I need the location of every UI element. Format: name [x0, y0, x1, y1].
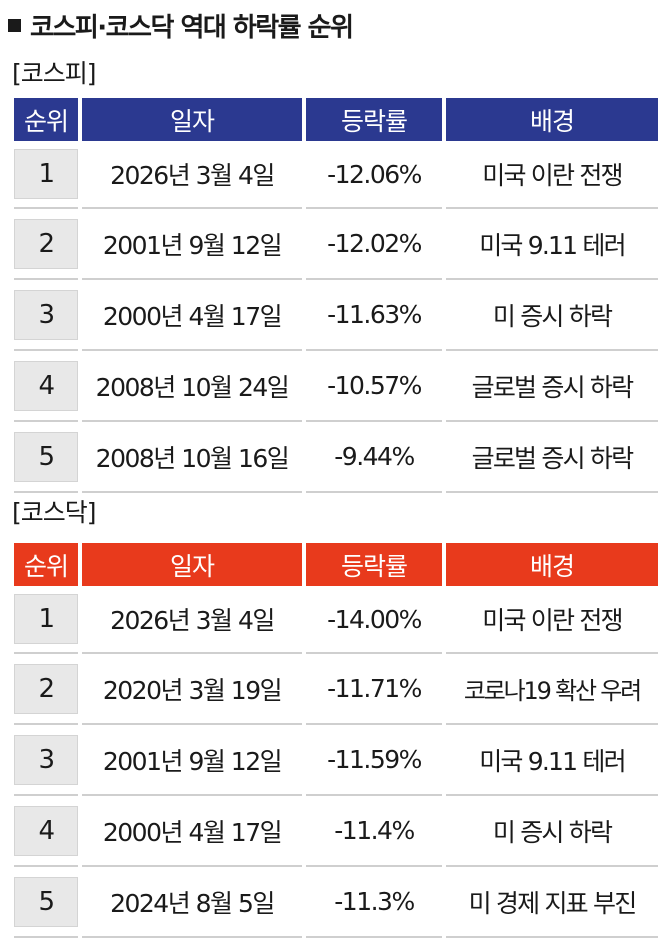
table-row: 4 2008년 10월 24일 -10.57% 글로벌 증시 하락 [14, 351, 658, 422]
header-rate: 등락률 [306, 98, 442, 141]
rank-cell: 1 [14, 586, 78, 654]
date-cell: 2026년 3월 4일 [82, 141, 302, 209]
date-cell: 2026년 3월 4일 [82, 586, 302, 654]
rank-cell: 4 [14, 351, 78, 422]
rate-cell: -12.02% [306, 209, 442, 280]
rate-cell: -11.59% [306, 725, 442, 796]
date-cell: 2001년 9월 12일 [82, 209, 302, 280]
table-row: 3 2001년 9월 12일 -11.59% 미국 9.11 테러 [14, 725, 658, 796]
kosdaq-header-row: 순위 일자 등락률 배경 [14, 543, 658, 586]
table-row: 1 2026년 3월 4일 -12.06% 미국 이란 전쟁 [14, 141, 658, 209]
date-cell: 2001년 9월 12일 [82, 725, 302, 796]
header-background: 배경 [446, 98, 658, 141]
background-cell: 미국 9.11 테러 [446, 209, 658, 280]
table-row: 5 2008년 10월 16일 -9.44% 글로벌 증시 하락 [14, 422, 658, 493]
table-row: 5 2024년 8월 5일 -11.3% 미 경제 지표 부진 [14, 867, 658, 938]
background-cell: 미 증시 하락 [446, 280, 658, 351]
square-bullet-icon [8, 18, 21, 32]
header-background: 배경 [446, 543, 658, 586]
table-row: 2 2001년 9월 12일 -12.02% 미국 9.11 테러 [14, 209, 658, 280]
rank-cell: 5 [14, 867, 78, 938]
rate-cell: -11.4% [306, 796, 442, 867]
rate-cell: -10.57% [306, 351, 442, 422]
page-title: 코스피·코스닥 역대 하락률 순위 [8, 4, 354, 46]
rate-cell: -11.71% [306, 654, 442, 725]
date-cell: 2000년 4월 17일 [82, 280, 302, 351]
rank-cell: 2 [14, 209, 78, 280]
rate-cell: -9.44% [306, 422, 442, 493]
background-cell: 미 경제 지표 부진 [446, 867, 658, 938]
header-date: 일자 [82, 98, 302, 141]
rate-cell: -11.3% [306, 867, 442, 938]
rank-cell: 1 [14, 141, 78, 209]
kospi-table: 순위 일자 등락률 배경 1 2026년 3월 4일 -12.06% 미국 이란… [10, 98, 658, 493]
rank-cell: 2 [14, 654, 78, 725]
kospi-section-label: [코스피] [12, 59, 97, 88]
rate-cell: -14.00% [306, 586, 442, 654]
table-row: 3 2000년 4월 17일 -11.63% 미 증시 하락 [14, 280, 658, 351]
rank-cell: 3 [14, 280, 78, 351]
date-cell: 2024년 8월 5일 [82, 867, 302, 938]
background-cell: 미국 9.11 테러 [446, 725, 658, 796]
header-rank: 순위 [14, 543, 78, 586]
background-cell: 글로벌 증시 하락 [446, 422, 658, 493]
kosdaq-section-label: [코스닥] [12, 498, 97, 527]
date-cell: 2000년 4월 17일 [82, 796, 302, 867]
background-cell: 코로나19 확산 우려 [446, 654, 658, 725]
table-row: 1 2026년 3월 4일 -14.00% 미국 이란 전쟁 [14, 586, 658, 654]
header-date: 일자 [82, 543, 302, 586]
page-title-text: 코스피·코스닥 역대 하락률 순위 [30, 12, 354, 43]
rank-cell: 5 [14, 422, 78, 493]
rank-cell: 4 [14, 796, 78, 867]
table-row: 2 2020년 3월 19일 -11.71% 코로나19 확산 우려 [14, 654, 658, 725]
background-cell: 미국 이란 전쟁 [446, 141, 658, 209]
table-row: 4 2000년 4월 17일 -11.4% 미 증시 하락 [14, 796, 658, 867]
rank-cell: 3 [14, 725, 78, 796]
header-rank: 순위 [14, 98, 78, 141]
background-cell: 미국 이란 전쟁 [446, 586, 658, 654]
rate-cell: -12.06% [306, 141, 442, 209]
background-cell: 글로벌 증시 하락 [446, 351, 658, 422]
rate-cell: -11.63% [306, 280, 442, 351]
header-rate: 등락률 [306, 543, 442, 586]
background-cell: 미 증시 하락 [446, 796, 658, 867]
date-cell: 2008년 10월 16일 [82, 422, 302, 493]
date-cell: 2020년 3월 19일 [82, 654, 302, 725]
date-cell: 2008년 10월 24일 [82, 351, 302, 422]
kospi-header-row: 순위 일자 등락률 배경 [14, 98, 658, 141]
kosdaq-table: 순위 일자 등락률 배경 1 2026년 3월 4일 -14.00% 미국 이란… [10, 543, 658, 938]
